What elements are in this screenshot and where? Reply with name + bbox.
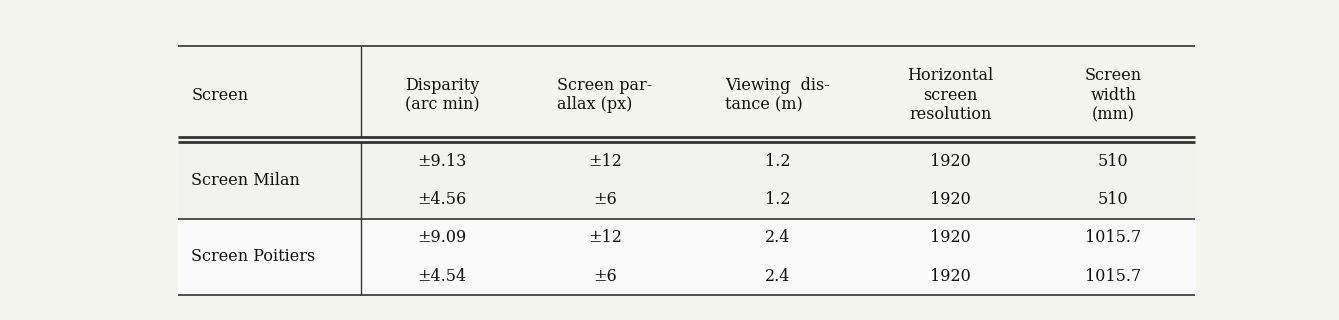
Text: Screen Milan: Screen Milan [191,172,300,189]
Bar [178,219,1194,295]
Text: Disparity
(arc min): Disparity (arc min) [404,77,479,113]
Text: ±9.09: ±9.09 [418,229,467,246]
Text: 1015.7: 1015.7 [1085,229,1141,246]
Text: ±4.54: ±4.54 [418,268,467,284]
Text: 1920: 1920 [931,229,971,246]
Text: Screen
width
(mm): Screen width (mm) [1085,67,1142,123]
Text: 1015.7: 1015.7 [1085,268,1141,284]
Text: 1.2: 1.2 [765,153,790,170]
Text: 510: 510 [1098,153,1129,170]
Bar [178,46,1194,144]
Text: ±4.56: ±4.56 [418,191,467,208]
Text: 510: 510 [1098,191,1129,208]
Text: Viewing  dis-
tance (m): Viewing dis- tance (m) [726,77,830,113]
Text: Horizontal
screen
resolution: Horizontal screen resolution [908,67,994,123]
Text: ±12: ±12 [588,153,621,170]
Text: 1920: 1920 [931,191,971,208]
Text: 1920: 1920 [931,268,971,284]
Text: Screen: Screen [191,87,248,104]
Text: 2.4: 2.4 [765,229,790,246]
Text: 1.2: 1.2 [765,191,790,208]
Text: Screen par-
allax (px): Screen par- allax (px) [557,77,652,113]
Text: 2.4: 2.4 [765,268,790,284]
Text: ±6: ±6 [593,268,617,284]
Text: 1920: 1920 [931,153,971,170]
Text: ±12: ±12 [588,229,621,246]
Text: Screen Poitiers: Screen Poitiers [191,248,316,266]
Text: ±6: ±6 [593,191,617,208]
Text: ±9.13: ±9.13 [418,153,467,170]
Bar [178,142,1194,219]
